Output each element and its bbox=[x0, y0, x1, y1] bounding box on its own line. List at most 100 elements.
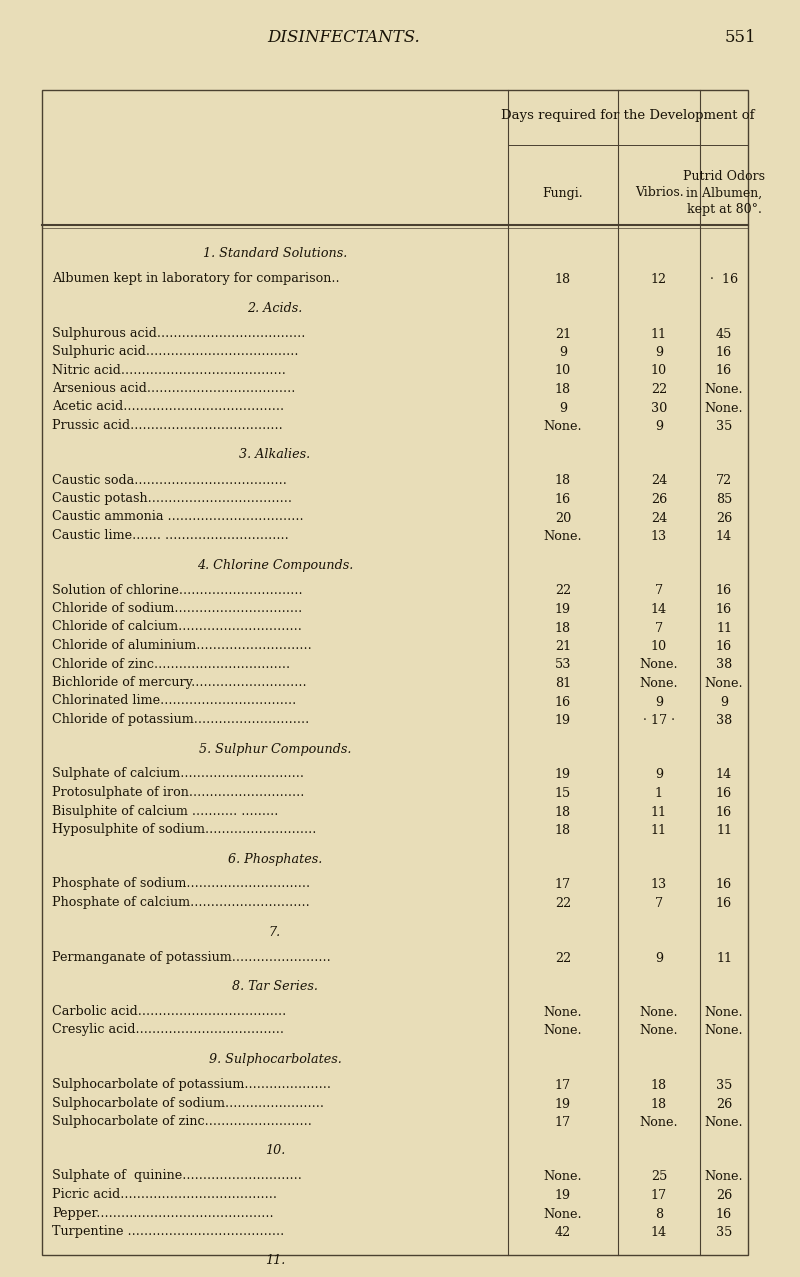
Text: 81: 81 bbox=[555, 677, 571, 690]
Text: 5. Sulphur Compounds.: 5. Sulphur Compounds. bbox=[199, 742, 351, 756]
Text: Arsenious acid....................................: Arsenious acid..........................… bbox=[52, 382, 295, 395]
Text: None.: None. bbox=[640, 1116, 678, 1129]
Text: 9: 9 bbox=[655, 346, 663, 359]
Text: Caustic lime....... ..............................: Caustic lime....... ....................… bbox=[52, 529, 289, 541]
Text: 38: 38 bbox=[716, 659, 732, 672]
Text: 16: 16 bbox=[716, 603, 732, 616]
Text: 9: 9 bbox=[655, 769, 663, 782]
Text: 42: 42 bbox=[555, 1226, 571, 1239]
Text: 85: 85 bbox=[716, 493, 732, 506]
Text: Hyposulphite of sodium...........................: Hyposulphite of sodium..................… bbox=[52, 822, 316, 836]
Text: Bisulphite of calcium ........... .........: Bisulphite of calcium ........... ......… bbox=[52, 805, 278, 817]
Text: None.: None. bbox=[705, 677, 743, 690]
Text: 18: 18 bbox=[555, 824, 571, 836]
Text: 9: 9 bbox=[655, 696, 663, 709]
Text: 2. Acids.: 2. Acids. bbox=[247, 301, 302, 314]
Text: None.: None. bbox=[640, 659, 678, 672]
Text: 16: 16 bbox=[555, 696, 571, 709]
Text: None.: None. bbox=[544, 1208, 582, 1221]
Text: Phosphate of calcium.............................: Phosphate of calcium....................… bbox=[52, 896, 310, 909]
Text: 35: 35 bbox=[716, 420, 732, 433]
Text: 35: 35 bbox=[716, 1226, 732, 1239]
Text: None.: None. bbox=[705, 1006, 743, 1019]
Text: Caustic ammonia .................................: Caustic ammonia ........................… bbox=[52, 511, 304, 524]
Text: Acetic acid.......................................: Acetic acid.............................… bbox=[52, 401, 284, 414]
Text: 53: 53 bbox=[555, 659, 571, 672]
Text: None.: None. bbox=[544, 1024, 582, 1037]
Text: 7.: 7. bbox=[269, 926, 281, 939]
Text: 11: 11 bbox=[716, 824, 732, 836]
Text: 11.: 11. bbox=[265, 1254, 285, 1268]
Text: Chloride of zinc.................................: Chloride of zinc........................… bbox=[52, 658, 290, 670]
Text: DISINFECTANTS.: DISINFECTANTS. bbox=[268, 29, 420, 46]
Text: 26: 26 bbox=[716, 1097, 732, 1111]
Text: 20: 20 bbox=[555, 512, 571, 525]
Text: None.: None. bbox=[544, 420, 582, 433]
Text: 26: 26 bbox=[716, 1189, 732, 1202]
Text: None.: None. bbox=[544, 530, 582, 543]
Text: Chloride of sodium...............................: Chloride of sodium......................… bbox=[52, 601, 302, 616]
Text: ·  16: · 16 bbox=[710, 273, 738, 286]
Text: None.: None. bbox=[544, 1171, 582, 1184]
Text: 16: 16 bbox=[716, 806, 732, 819]
Text: 18: 18 bbox=[555, 622, 571, 635]
Text: 14: 14 bbox=[716, 530, 732, 543]
Text: None.: None. bbox=[640, 1006, 678, 1019]
Text: 16: 16 bbox=[716, 1208, 732, 1221]
Text: 22: 22 bbox=[555, 585, 571, 598]
Text: 16: 16 bbox=[716, 787, 732, 799]
Text: Solution of chlorine..............................: Solution of chlorine....................… bbox=[52, 584, 302, 596]
Text: 17: 17 bbox=[555, 879, 571, 891]
Text: 9. Sulphocarbolates.: 9. Sulphocarbolates. bbox=[209, 1054, 342, 1066]
Text: 16: 16 bbox=[716, 585, 732, 598]
Text: 19: 19 bbox=[555, 714, 571, 727]
Text: Prussic acid.....................................: Prussic acid............................… bbox=[52, 419, 282, 432]
Bar bbox=[42, 89, 748, 1255]
Text: Permanganate of potassium........................: Permanganate of potassium...............… bbox=[52, 950, 330, 964]
Text: 6. Phosphates.: 6. Phosphates. bbox=[228, 853, 322, 866]
Text: Days required for the Development of: Days required for the Development of bbox=[502, 109, 754, 121]
Text: None.: None. bbox=[640, 677, 678, 690]
Text: Sulphurous acid....................................: Sulphurous acid.........................… bbox=[52, 327, 306, 340]
Text: 22: 22 bbox=[651, 383, 667, 396]
Text: 16: 16 bbox=[716, 364, 732, 378]
Text: 14: 14 bbox=[651, 1226, 667, 1239]
Text: 551: 551 bbox=[724, 29, 756, 46]
Text: 13: 13 bbox=[651, 530, 667, 543]
Text: 11: 11 bbox=[651, 327, 667, 341]
Text: Bichloride of mercury............................: Bichloride of mercury...................… bbox=[52, 676, 306, 690]
Text: 45: 45 bbox=[716, 327, 732, 341]
Text: 11: 11 bbox=[651, 806, 667, 819]
Text: 21: 21 bbox=[555, 327, 571, 341]
Text: 30: 30 bbox=[651, 401, 667, 415]
Text: 14: 14 bbox=[651, 603, 667, 616]
Text: 3. Alkalies.: 3. Alkalies. bbox=[239, 448, 310, 461]
Text: Chloride of calcium..............................: Chloride of calcium.....................… bbox=[52, 621, 302, 633]
Text: Cresylic acid....................................: Cresylic acid...........................… bbox=[52, 1023, 284, 1037]
Text: 17: 17 bbox=[651, 1189, 667, 1202]
Text: 4. Chlorine Compounds.: 4. Chlorine Compounds. bbox=[197, 558, 353, 572]
Text: None.: None. bbox=[705, 383, 743, 396]
Text: 18: 18 bbox=[651, 1079, 667, 1092]
Text: Albumen kept in laboratory for comparison..: Albumen kept in laboratory for compariso… bbox=[52, 272, 340, 285]
Text: 25: 25 bbox=[651, 1171, 667, 1184]
Text: 18: 18 bbox=[555, 383, 571, 396]
Text: 10: 10 bbox=[651, 640, 667, 653]
Text: 9: 9 bbox=[655, 420, 663, 433]
Text: Sulphocarbolate of zinc..........................: Sulphocarbolate of zinc.................… bbox=[52, 1115, 312, 1128]
Text: 17: 17 bbox=[555, 1079, 571, 1092]
Text: 10: 10 bbox=[555, 364, 571, 378]
Text: 18: 18 bbox=[651, 1097, 667, 1111]
Text: 15: 15 bbox=[555, 787, 571, 799]
Text: 11: 11 bbox=[716, 951, 732, 964]
Text: 19: 19 bbox=[555, 603, 571, 616]
Text: Fungi.: Fungi. bbox=[542, 186, 583, 199]
Text: 19: 19 bbox=[555, 1097, 571, 1111]
Text: 9: 9 bbox=[559, 401, 567, 415]
Text: 35: 35 bbox=[716, 1079, 732, 1092]
Text: None.: None. bbox=[705, 401, 743, 415]
Text: 13: 13 bbox=[651, 879, 667, 891]
Text: None.: None. bbox=[705, 1171, 743, 1184]
Text: 18: 18 bbox=[555, 273, 571, 286]
Text: 21: 21 bbox=[555, 640, 571, 653]
